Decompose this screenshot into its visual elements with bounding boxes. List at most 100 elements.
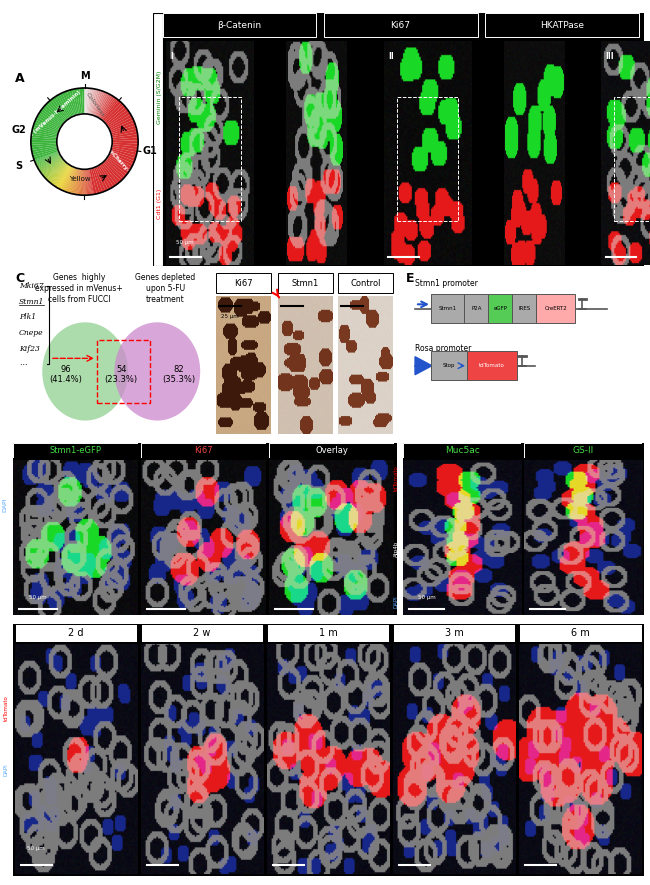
Text: 96
(41.4%): 96 (41.4%) [49, 365, 82, 384]
FancyBboxPatch shape [467, 351, 517, 381]
Polygon shape [81, 169, 83, 196]
Text: Control: Control [350, 279, 381, 288]
Polygon shape [92, 167, 103, 193]
Bar [97, 341, 150, 403]
Polygon shape [95, 92, 107, 116]
Polygon shape [109, 114, 132, 129]
Text: M: M [80, 71, 89, 81]
Polygon shape [47, 162, 66, 181]
Polygon shape [31, 143, 57, 148]
Text: Genes  highly
expressed in mVenus+
cells from FUCCI: Genes highly expressed in mVenus+ cells … [36, 273, 124, 304]
Polygon shape [100, 97, 116, 119]
Polygon shape [65, 167, 75, 192]
Polygon shape [35, 152, 59, 163]
Polygon shape [111, 123, 136, 134]
Polygon shape [89, 168, 97, 195]
Polygon shape [42, 158, 62, 174]
Polygon shape [32, 127, 58, 135]
Text: Stmn1-eGFP: Stmn1-eGFP [49, 446, 101, 455]
Polygon shape [36, 154, 60, 166]
Polygon shape [82, 169, 84, 196]
Polygon shape [96, 166, 108, 191]
Text: Red (mCherry-hCdt1): Red (mCherry-hCdt1) [96, 135, 143, 188]
Polygon shape [112, 135, 138, 140]
Polygon shape [84, 169, 85, 196]
Text: β-Catenin: β-Catenin [4, 810, 9, 836]
Polygon shape [105, 158, 127, 177]
Polygon shape [49, 163, 67, 182]
Polygon shape [53, 96, 70, 119]
Polygon shape [86, 88, 90, 114]
Text: HKATPase: HKATPase [540, 20, 584, 29]
Polygon shape [70, 168, 77, 194]
Polygon shape [51, 164, 68, 184]
Polygon shape [79, 169, 82, 195]
Polygon shape [55, 165, 70, 187]
Polygon shape [79, 88, 83, 114]
Polygon shape [42, 158, 63, 175]
Text: 50 μm: 50 μm [27, 846, 46, 851]
Polygon shape [82, 88, 85, 114]
Polygon shape [35, 152, 59, 164]
Polygon shape [112, 146, 138, 152]
Polygon shape [111, 128, 137, 136]
FancyBboxPatch shape [512, 294, 536, 323]
Polygon shape [31, 144, 57, 150]
Text: tdTomato: tdTomato [479, 363, 505, 368]
Bar [614, 97, 650, 220]
FancyBboxPatch shape [324, 13, 478, 37]
Text: G: G [15, 627, 25, 640]
Polygon shape [32, 129, 57, 136]
Polygon shape [89, 169, 94, 195]
Polygon shape [55, 96, 71, 119]
Text: Stop: Stop [443, 363, 455, 368]
Polygon shape [45, 160, 64, 178]
Text: Atp4b: Atp4b [394, 541, 399, 557]
Polygon shape [106, 107, 127, 125]
Text: 2 d: 2 d [68, 627, 84, 638]
Polygon shape [96, 93, 108, 117]
FancyBboxPatch shape [431, 351, 467, 381]
Polygon shape [58, 165, 71, 189]
Polygon shape [57, 165, 71, 188]
Polygon shape [84, 169, 85, 196]
Text: P2A: P2A [471, 306, 482, 311]
Text: Stmn1 promoter: Stmn1 promoter [415, 279, 478, 288]
Text: E: E [406, 272, 414, 285]
Text: Overlay: Overlay [315, 446, 348, 455]
Polygon shape [52, 164, 68, 185]
Polygon shape [44, 104, 64, 124]
Polygon shape [107, 156, 131, 172]
Polygon shape [46, 161, 65, 180]
Polygon shape [60, 93, 73, 117]
Text: 3 m: 3 m [445, 627, 463, 638]
Polygon shape [71, 168, 78, 194]
Polygon shape [51, 98, 68, 119]
Polygon shape [33, 125, 58, 135]
Polygon shape [93, 90, 103, 116]
Polygon shape [34, 151, 58, 162]
Polygon shape [48, 162, 66, 181]
Polygon shape [36, 118, 60, 130]
Text: III: III [606, 52, 614, 61]
Polygon shape [36, 154, 60, 166]
FancyBboxPatch shape [536, 294, 575, 323]
Polygon shape [415, 357, 432, 374]
Text: 6 m: 6 m [571, 627, 590, 638]
Polygon shape [98, 165, 114, 189]
Polygon shape [86, 169, 88, 196]
Text: H: H [406, 444, 416, 458]
Text: 50 μm: 50 μm [418, 595, 436, 600]
Text: 25 μm: 25 μm [221, 314, 239, 319]
Text: DAPI: DAPI [394, 596, 399, 608]
Polygon shape [99, 96, 114, 119]
Polygon shape [53, 164, 69, 186]
Polygon shape [74, 169, 80, 195]
Polygon shape [111, 149, 136, 158]
Polygon shape [46, 160, 64, 179]
Polygon shape [107, 110, 129, 127]
Polygon shape [110, 151, 135, 164]
Polygon shape [72, 169, 79, 194]
Polygon shape [62, 167, 73, 191]
Text: CreERT2: CreERT2 [544, 306, 567, 311]
